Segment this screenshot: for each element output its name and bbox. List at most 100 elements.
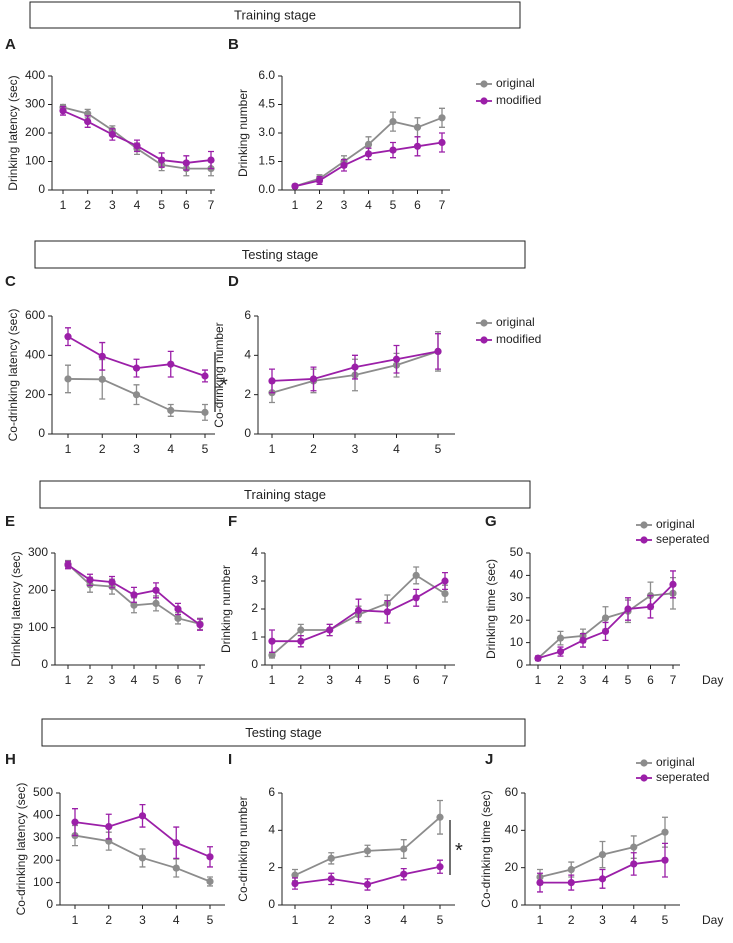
data-point: [598, 851, 607, 859]
y-tick-label: 400: [25, 68, 45, 82]
y-tick-label: 600: [25, 308, 45, 322]
data-point: [661, 856, 669, 864]
significance-star: *: [220, 374, 228, 396]
x-tick-label: 2: [328, 913, 335, 927]
x-tick-label: 5: [625, 673, 632, 687]
data-point: [291, 871, 299, 879]
y-tick-label: 100: [33, 875, 53, 889]
data-point: [132, 391, 141, 399]
data-point: [630, 843, 638, 851]
x-tick-label: 1: [60, 198, 67, 212]
data-point: [64, 375, 72, 383]
data-point: [291, 879, 299, 888]
x-tick-label: 3: [580, 673, 587, 687]
panel-letter: D: [228, 273, 239, 290]
x-tick-label: 6: [647, 673, 654, 687]
y-axis-label: Co-drinking time (sec): [479, 790, 493, 907]
data-point: [389, 118, 397, 126]
y-tick-label: 200: [25, 125, 45, 139]
data-point: [174, 605, 182, 613]
x-tick-label: 3: [326, 673, 333, 687]
x-tick-label: 2: [316, 198, 323, 212]
x-tick-label: 2: [297, 673, 304, 687]
data-point: [434, 347, 442, 355]
data-point: [132, 364, 141, 372]
y-tick-label: 10: [510, 635, 524, 649]
section-box: [41, 718, 526, 747]
data-point: [363, 880, 372, 889]
y-axis-label: Drinking latency (sec): [6, 75, 20, 190]
data-point: [327, 854, 335, 862]
data-point: [441, 577, 449, 585]
x-tick-label: 4: [365, 198, 372, 212]
data-point: [601, 627, 610, 636]
y-tick-label: 300: [33, 830, 53, 844]
data-point: [438, 138, 446, 147]
data-point: [297, 626, 305, 634]
data-point: [326, 626, 334, 634]
y-tick-label: 0: [38, 426, 45, 440]
series-line: [62, 109, 212, 164]
y-tick-label: 0.0: [258, 182, 275, 196]
y-tick-label: 20: [505, 860, 519, 874]
y-tick-label: 6: [244, 308, 251, 322]
y-axis-label: Drinking number: [236, 89, 250, 177]
x-tick-label: 1: [292, 913, 299, 927]
data-point: [598, 875, 607, 883]
data-point: [182, 159, 190, 167]
y-tick-label: 40: [510, 568, 524, 582]
y-tick-label: 6.0: [258, 68, 275, 82]
data-point: [98, 352, 106, 360]
y-tick-label: 100: [25, 154, 45, 168]
legend-label: seperated: [656, 532, 709, 546]
section-title: Testing stage: [242, 247, 319, 262]
y-axis-label: Co-drinking latency (sec): [6, 309, 20, 442]
legend-label: original: [496, 315, 535, 329]
data-point: [201, 372, 209, 380]
y-tick-label: 0: [516, 657, 523, 671]
panel-letter: C: [5, 273, 16, 290]
legend-marker: [640, 521, 648, 529]
data-point: [669, 580, 677, 588]
section-box: [34, 240, 526, 269]
data-point: [624, 605, 632, 613]
y-tick-label: 500: [33, 785, 53, 799]
x-tick-label: 5: [158, 198, 165, 212]
x-axis-label: Day: [702, 913, 723, 927]
data-point: [130, 601, 138, 609]
data-point: [105, 823, 113, 831]
data-point: [59, 107, 67, 115]
x-tick-label: 7: [208, 198, 215, 212]
panel-letter: I: [228, 751, 232, 768]
data-point: [84, 118, 92, 126]
data-point: [412, 594, 420, 602]
x-tick-label: 3: [109, 673, 116, 687]
x-tick-label: 7: [442, 673, 449, 687]
data-point: [98, 375, 106, 383]
legend-label: original: [656, 755, 695, 769]
data-point: [297, 637, 305, 645]
x-tick-label: 4: [167, 442, 174, 456]
x-tick-label: 1: [72, 913, 79, 927]
x-tick-label: 1: [537, 913, 544, 927]
x-tick-label: 1: [65, 673, 72, 687]
panel-letter: J: [485, 751, 493, 768]
panel-letter: B: [228, 36, 239, 53]
y-tick-label: 1: [251, 629, 258, 643]
y-tick-label: 400: [25, 348, 45, 362]
data-point: [172, 839, 180, 847]
data-point: [138, 812, 147, 820]
x-tick-label: 1: [292, 198, 299, 212]
x-tick-label: 6: [183, 198, 190, 212]
data-point: [413, 142, 422, 150]
y-tick-label: 6: [268, 785, 275, 799]
y-tick-label: 100: [28, 620, 48, 634]
x-tick-label: 5: [202, 442, 209, 456]
x-tick-label: 3: [341, 198, 348, 212]
data-point: [436, 813, 444, 821]
data-point: [152, 586, 160, 594]
section-title: Training stage: [234, 7, 316, 22]
data-point: [130, 591, 138, 599]
y-tick-label: 30: [510, 590, 524, 604]
